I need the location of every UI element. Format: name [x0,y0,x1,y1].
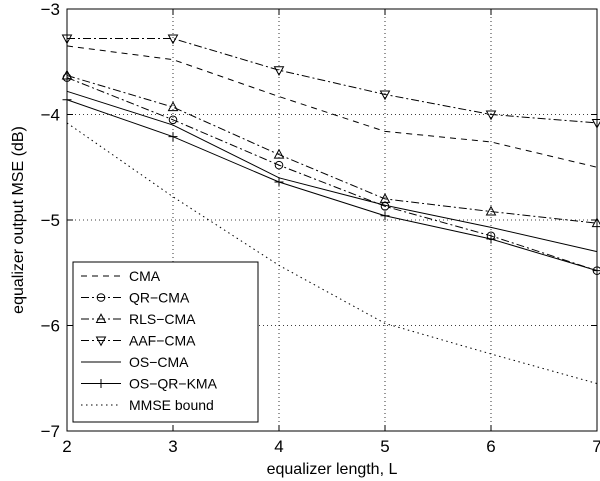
y-axis-label: equalizer output MSE (dB) [10,126,27,314]
series-line [66,99,598,272]
series-line [67,38,598,124]
legend-marker [95,313,107,323]
series-5 [62,95,600,276]
data-point [274,160,284,170]
x-tick-label: 4 [274,437,283,456]
data-point [273,66,285,77]
data-point [167,34,179,45]
y-tick-label: −7 [41,422,60,441]
y-tick-label: −6 [41,317,60,336]
series-3 [61,34,600,129]
legend-label: CMA [129,268,161,284]
legend-label: RLS−CMA [129,311,196,327]
data-point [168,115,178,125]
y-tick-label: −4 [41,106,60,125]
series-line [66,45,598,168]
legend-label: OS−QR−KMA [129,376,218,392]
legend: CMA QR−CMA RLS−CMA AAF−CMA OS−CMA OS−QR−KMA MM… [72,261,259,423]
data-point [273,148,285,159]
series-lines [61,34,600,385]
legend-marker [95,336,107,347]
data-point [380,211,390,221]
data-point [167,101,179,112]
data-point [168,132,178,142]
series-0 [66,45,598,168]
series-line [66,77,598,272]
data-point [485,205,497,216]
x-axis-label: equalizer length, L [267,461,398,478]
series-4 [66,90,598,253]
legend-marker [96,293,106,302]
series-2 [61,69,600,228]
series-line [66,90,598,253]
series-line [66,122,598,385]
x-tick-label: 6 [486,437,495,456]
data-point [591,118,600,129]
x-tick-label: 3 [168,437,177,456]
data-point [379,193,391,203]
legend-label: QR−CMA [129,290,190,306]
y-tick-label: −5 [41,211,60,230]
series-6 [66,122,598,385]
data-point [485,110,497,121]
x-tick-label: 5 [380,437,389,456]
legend-label: AAF−CMA [129,333,196,349]
series-1 [62,73,600,275]
data-point [486,234,496,244]
legend-label: OS−CMA [129,354,189,370]
y-tick-label: −3 [41,0,60,19]
axis-ticks: 2 3 4 5 6 7 −3 −4 −5 −6 −7 [41,0,600,456]
x-tick-label: 2 [62,437,71,456]
x-tick-label: 7 [592,437,600,456]
data-point [274,177,284,187]
legend-marker [96,379,106,388]
legend-label: MMSE bound [129,397,214,413]
series-line [66,74,598,224]
legend-box [72,261,259,423]
data-point [379,90,391,101]
